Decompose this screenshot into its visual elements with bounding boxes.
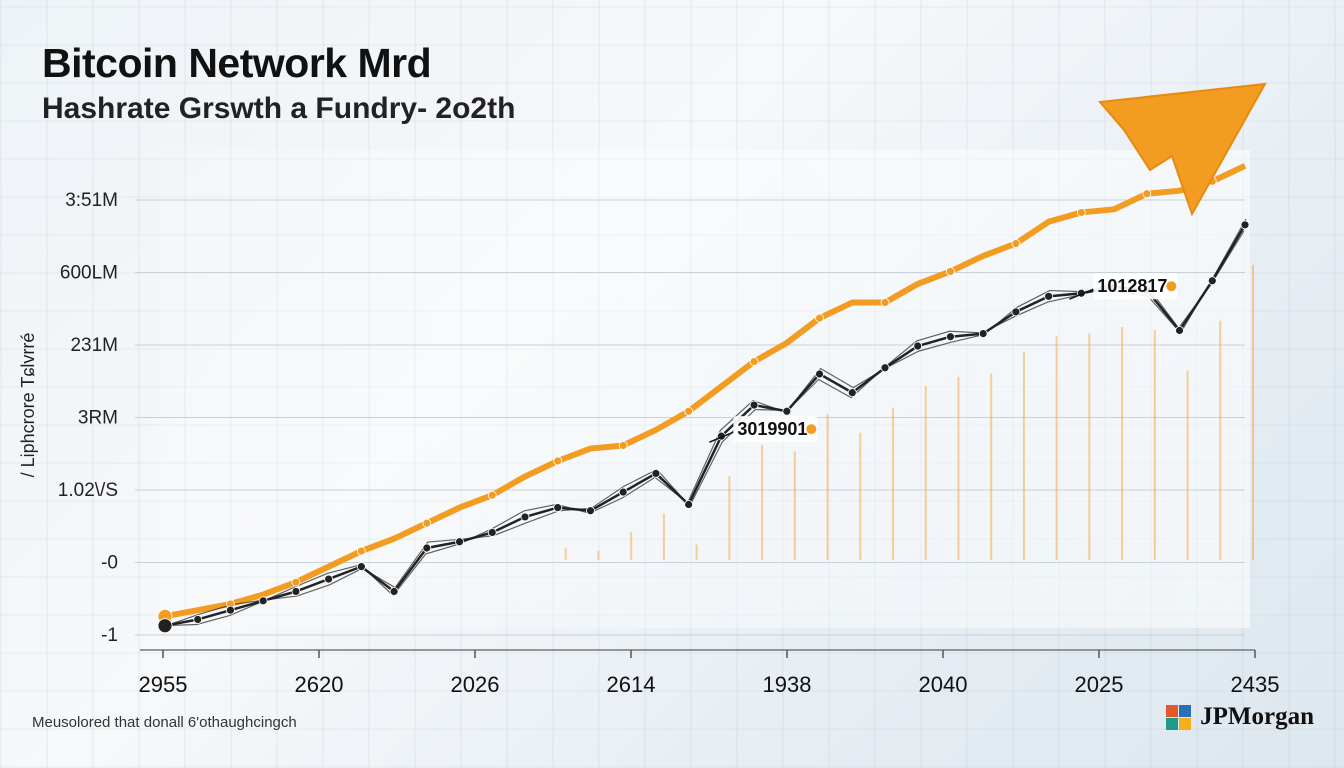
- y-tick-labels: -1 -0 1.02\/S 3RM 231M 600LM 3:51M: [58, 190, 118, 646]
- x-tick-label: 2614: [607, 672, 656, 697]
- trend-arrow-icon: [1098, 82, 1267, 217]
- data-point: [520, 512, 530, 522]
- annotation-label: 3019901: [737, 419, 807, 439]
- y-tick-label: 3RM: [78, 408, 118, 429]
- data-point: [618, 487, 628, 497]
- x-tick-label: 1938: [763, 672, 812, 697]
- x-tick-labels: 2955 2620 2026 2614 1938 2040 2025 2435: [139, 649, 1280, 697]
- data-point: [1044, 291, 1054, 301]
- data-point: [291, 577, 301, 587]
- y-tick-label: -0: [101, 553, 118, 574]
- data-point: [651, 469, 661, 478]
- data-point: [1076, 208, 1086, 217]
- series-line: [164, 163, 1247, 620]
- data-point: [618, 441, 628, 450]
- y-tick-label: 3:51M: [65, 190, 118, 211]
- brand-name: JPMorgan: [1200, 703, 1314, 730]
- annotation-box: [733, 416, 818, 443]
- x-tick-label: 2435: [1231, 672, 1280, 697]
- orange-stems: [564, 264, 1254, 560]
- data-point: [1142, 189, 1152, 199]
- data-point: [1011, 307, 1021, 317]
- data-point: [749, 357, 759, 366]
- annotation-marker: [1166, 281, 1177, 292]
- x-tick-label: 2040: [919, 672, 968, 697]
- chart-subtitle: Hashrate Grswth a Fundry- 2o2th: [42, 92, 516, 125]
- annotation-leader: [1069, 288, 1094, 300]
- data-point: [324, 574, 334, 584]
- plot-area: [160, 150, 1250, 628]
- data-point: [1011, 239, 1021, 248]
- chart-title: Bitcoin Network Mrd: [42, 40, 432, 86]
- data-point: [193, 615, 203, 624]
- annotations: 3019901 1012817: [709, 273, 1178, 443]
- data-point: [913, 341, 923, 351]
- series-line-shadow: [163, 230, 1245, 627]
- annotation-leader: [709, 431, 734, 443]
- data-point: [422, 543, 432, 553]
- data-point: [880, 363, 890, 373]
- grid-lines: [135, 199, 1245, 636]
- annotation-label: 1012817: [1097, 276, 1167, 296]
- series-lines: [163, 163, 1247, 627]
- data-point: [946, 267, 955, 276]
- annotation-marker: [806, 424, 817, 435]
- data-point: [157, 618, 173, 634]
- data-point: [880, 298, 890, 307]
- series-line: [164, 224, 1247, 627]
- data-point: [258, 596, 268, 606]
- data-point: [847, 388, 857, 398]
- data-point: [978, 329, 988, 339]
- data-point: [553, 456, 563, 466]
- data-point: [1207, 276, 1217, 286]
- data-point: [749, 400, 759, 410]
- footnote: Meusolored that donall 6'othaughcingch: [32, 714, 297, 731]
- data-point: [356, 546, 366, 556]
- y-tick-label: 231M: [70, 335, 118, 356]
- x-tick-label: 2955: [139, 672, 188, 697]
- data-point: [226, 605, 235, 615]
- data-point: [815, 369, 824, 379]
- data-point: [487, 490, 497, 500]
- data-point: [487, 528, 497, 537]
- jpmorgan-logo-icon: [1166, 705, 1192, 730]
- x-tick-label: 2025: [1075, 672, 1124, 697]
- y-tick-label: 1.02\/S: [58, 480, 118, 501]
- data-point: [815, 313, 824, 323]
- data-point: [1240, 220, 1250, 230]
- data-point: [586, 506, 595, 516]
- series-points: [157, 176, 1250, 634]
- x-tick-label: 2620: [295, 672, 344, 697]
- data-point: [389, 587, 399, 596]
- data-point: [455, 537, 464, 547]
- data-point: [684, 500, 694, 509]
- series-line-shadow: [165, 218, 1247, 627]
- data-point: [422, 518, 432, 528]
- y-tick-label: -1: [101, 625, 118, 646]
- x-tick-label: 2026: [451, 672, 500, 697]
- data-point: [356, 562, 366, 572]
- data-point: [782, 406, 792, 416]
- brand: JPMorgan: [1164, 702, 1314, 732]
- data-point: [684, 406, 694, 416]
- data-point: [553, 503, 563, 513]
- data-point: [1175, 326, 1184, 335]
- data-point: [291, 587, 301, 596]
- data-point: [946, 332, 955, 342]
- y-tick-label: 600LM: [60, 263, 118, 284]
- annotation-box: [1093, 273, 1178, 300]
